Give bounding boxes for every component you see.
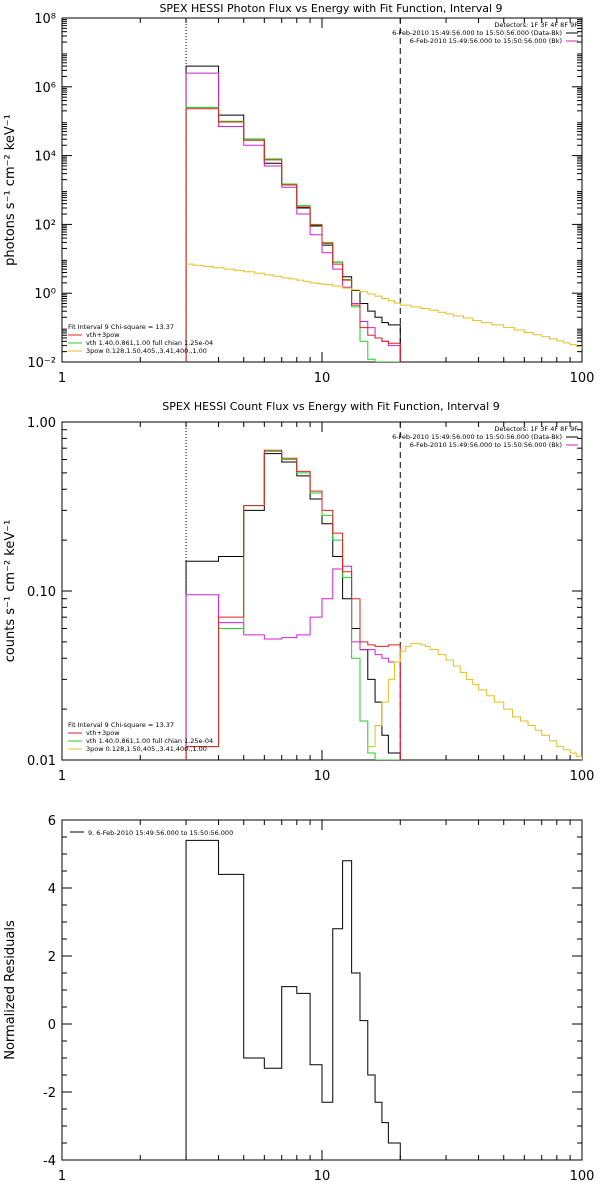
y-axis-label: counts s⁻¹ cm⁻² keV⁻¹	[3, 520, 18, 663]
fit-legend-entry: vth 1.40,0.861,1.00 full chian 1.25e-04	[86, 737, 213, 745]
y-tick-label: 10⁰	[34, 287, 56, 302]
y-tick-label: 10⁴	[34, 150, 56, 165]
plot-frame	[61, 17, 583, 363]
x-tick-label: 1	[58, 1169, 66, 1184]
fit-legend-entry: 3pow 0.128,1.50,405.,3.41,400.,1.00	[86, 745, 207, 753]
y-tick-label: 10⁸	[34, 12, 56, 27]
y-tick-label: 4	[48, 882, 56, 897]
y-tick-label: 10⁻²	[27, 356, 56, 371]
y-tick-label: 0.01	[27, 754, 56, 769]
y-tick-label: 0.10	[27, 585, 56, 600]
y-tick-label: 2	[48, 950, 56, 965]
series-black-line	[185, 839, 401, 1160]
y-tick-label: -4	[43, 1154, 56, 1169]
legend-entry: 6-Feb-2010 15:49:56.000 to 15:50:56.000 …	[392, 29, 562, 37]
series-group	[185, 65, 582, 362]
y-axis-label: photons s⁻¹ cm⁻² keV⁻¹	[3, 114, 18, 266]
plot-frame	[61, 819, 583, 1161]
legend-entry: 6-Feb-2010 15:49:56.000 to 15:50:56.000 …	[410, 37, 562, 45]
chart-title: SPEX HESSI Count Flux vs Energy with Fit…	[162, 400, 499, 413]
photon-flux-panel: SPEX HESSI Photon Flux vs Energy with Fi…	[3, 2, 594, 386]
x-tick-label: 10	[314, 371, 331, 386]
x-tick-label: 1	[58, 769, 66, 784]
series-magenta-line	[185, 565, 401, 760]
residuals-panel: 1 10 100 -4 -2 0 2 4 6 Normalized Residuals 9. 6-F…	[3, 814, 594, 1184]
detectors-label: Detectors: 1F 3F 4F 8F 9F	[494, 21, 578, 29]
x-tick-label: 100	[570, 1169, 595, 1184]
fit-legend-entry: vth+3pow	[86, 331, 120, 339]
fit-legend-entry: Fit Interval 9 Chi-square = 13.37	[68, 323, 174, 331]
y-axis-label: Normalized Residuals	[3, 920, 18, 1060]
x-tick-label: 10	[314, 769, 331, 784]
y-tick-label: 10⁶	[34, 81, 56, 96]
series-group	[185, 449, 582, 760]
series-gold-line	[186, 263, 582, 349]
x-tick-label: 100	[570, 769, 595, 784]
x-tick-label: 1	[58, 371, 66, 386]
series-red-line	[185, 449, 401, 760]
series-red-line	[185, 108, 401, 362]
y-tick-label: 10²	[34, 218, 56, 233]
x-tick-label: 10	[314, 1169, 331, 1184]
y-tick-label: 0	[48, 1018, 56, 1033]
legend-entry: 6-Feb-2010 15:49:56.000 to 15:50:56.000 …	[392, 433, 562, 441]
chart-title: SPEX HESSI Photon Flux vs Energy with Fi…	[159, 2, 502, 15]
count-flux-panel: SPEX HESSI Count Flux vs Energy with Fit…	[3, 400, 594, 784]
legend-entry: 9. 6-Feb-2010 15:49:56.000 to 15:50:56.0…	[88, 829, 233, 837]
y-tick-label: 1.00	[27, 416, 56, 431]
fit-legend-entry: Fit Interval 9 Chi-square = 13.37	[68, 721, 174, 729]
fit-legend-entry: vth 1.40,0.861,1.00 full chian 1.25e-04	[86, 339, 213, 347]
y-tick-label: 6	[48, 814, 56, 829]
x-tick-label: 100	[570, 371, 595, 386]
detectors-label: Detectors: 1F 3F 4F 8F 9F	[494, 425, 578, 433]
fit-legend-entry: 3pow 0.128,1.50,405.,3.41,400.,1.00	[86, 347, 207, 355]
series-group	[185, 839, 401, 1160]
series-gold-line	[367, 642, 582, 760]
legend-entry: 6-Feb-2010 15:49:56.000 to 15:50:56.000 …	[410, 441, 562, 449]
y-tick-label: -2	[43, 1086, 56, 1101]
fit-legend-entry: vth+3pow	[86, 729, 120, 737]
